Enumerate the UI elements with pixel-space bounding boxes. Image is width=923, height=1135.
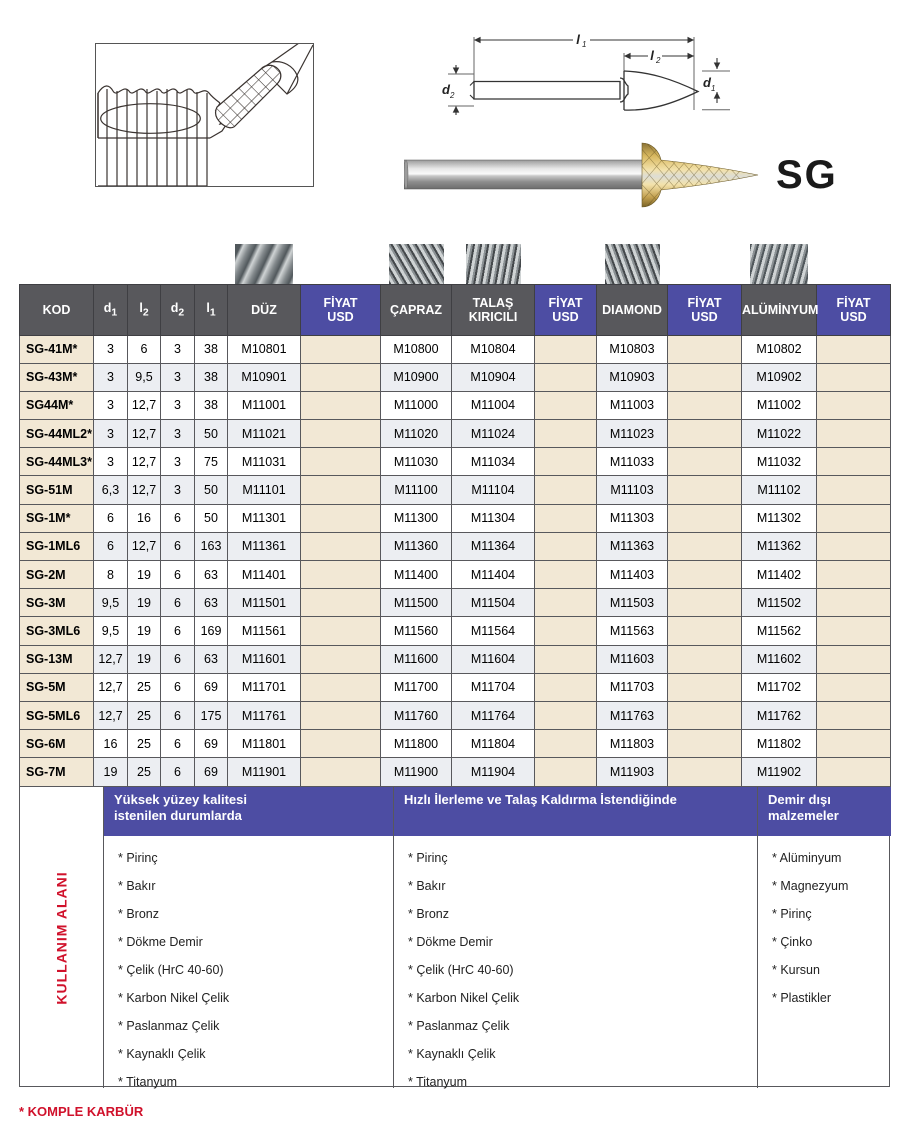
svg-text:1: 1 <box>711 84 715 93</box>
svg-text:2: 2 <box>449 91 455 100</box>
svg-text:2: 2 <box>655 56 661 65</box>
svg-text:1: 1 <box>582 40 586 49</box>
svg-text:l: l <box>576 32 580 47</box>
svg-text:l: l <box>650 48 654 63</box>
